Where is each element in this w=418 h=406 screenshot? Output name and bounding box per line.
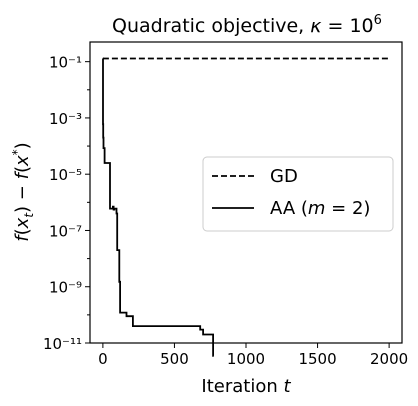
legend: GD AA (m = 2) — [202, 156, 394, 232]
legend-label-aa: AA (m = 2) — [270, 198, 370, 219]
y-tick-label: 10⁻¹ — [49, 54, 82, 72]
x-axis-label: Iteration t — [201, 376, 291, 397]
y-ticks: 10⁻¹¹ 10⁻⁹ 10⁻⁷ 10⁻⁵ 10⁻³ 10⁻¹ — [43, 54, 90, 353]
y-tick-label: 10⁻¹¹ — [43, 335, 82, 353]
legend-box — [202, 156, 394, 232]
y-tick-label: 10⁻⁹ — [49, 279, 82, 297]
legend-label-gd: GD — [270, 166, 298, 187]
x-tick-label: 1000 — [227, 350, 265, 368]
x-tick-label: 500 — [160, 350, 189, 368]
y-axis-label: f(xt) − f(x*) — [10, 142, 36, 241]
chart-title: Quadratic objective, κ = 106 — [112, 13, 382, 37]
x-tick-label: 1500 — [298, 350, 336, 368]
x-tick-label: 2000 — [370, 350, 408, 368]
x-tick-label: 0 — [98, 350, 108, 368]
y-tick-label: 10⁻³ — [49, 110, 82, 128]
series-line-aa — [102, 57, 215, 357]
series-layer — [102, 57, 390, 357]
y-tick-label: 10⁻⁵ — [49, 166, 82, 184]
x-ticks: 0 500 1000 1500 2000 — [98, 343, 408, 368]
y-tick-label: 10⁻⁷ — [49, 222, 82, 240]
